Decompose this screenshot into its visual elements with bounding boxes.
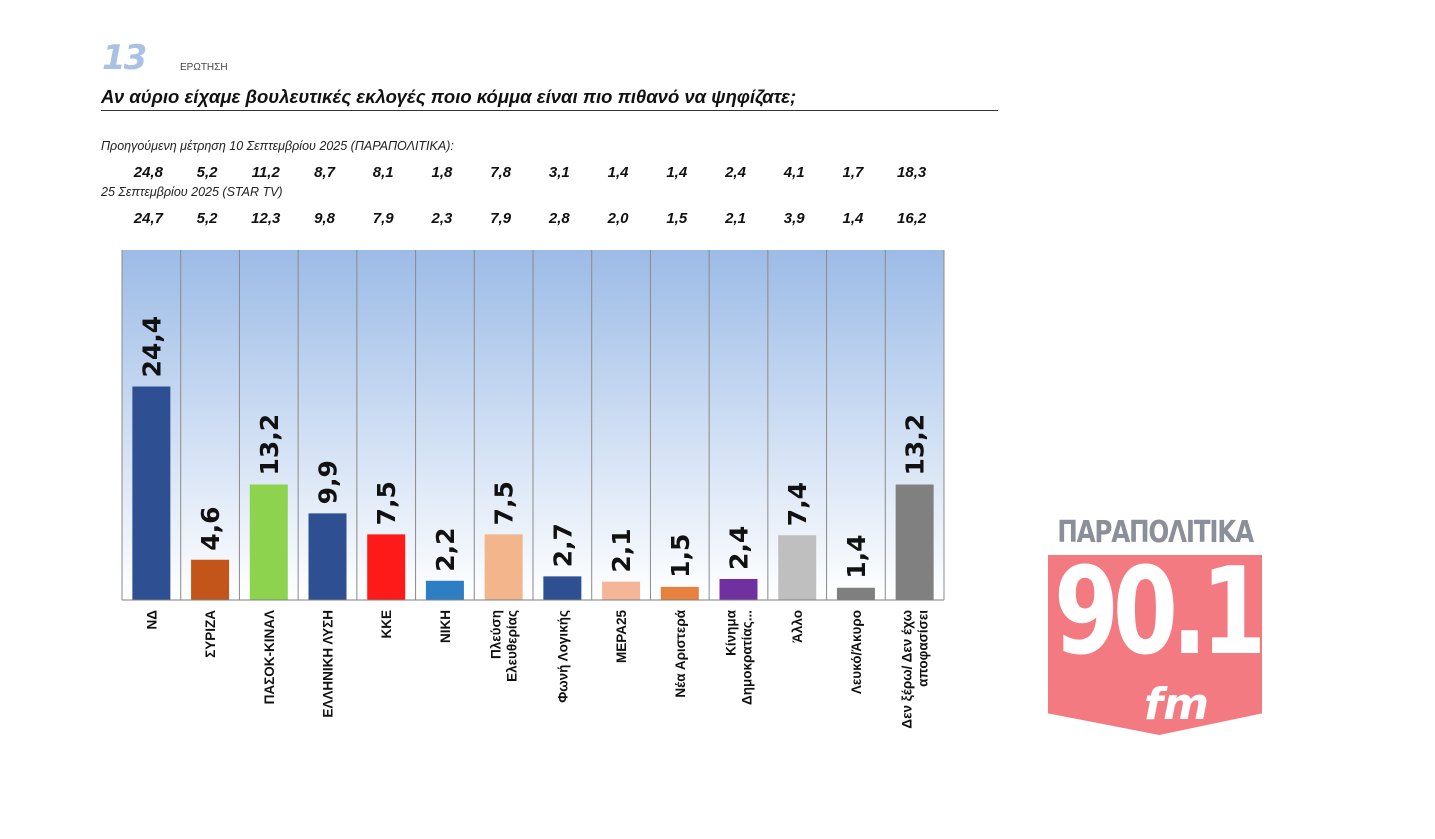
category-label-line: Πλεύση	[489, 610, 504, 659]
category-label: ΝΔ	[144, 610, 159, 630]
bar	[660, 586, 699, 600]
category-label-line: ΠΑΣΟΚ-ΚΙΝΑΛ	[262, 610, 277, 704]
previous-survey-2-value: 2,1	[724, 210, 746, 227]
previous-survey-1-value: 24,8	[133, 164, 164, 181]
title-divider	[101, 110, 998, 111]
previous-survey-1-value: 1,8	[431, 164, 453, 181]
data-label: 7,4	[783, 482, 812, 526]
question-number: 13	[102, 38, 147, 78]
data-label: 13,2	[255, 414, 284, 476]
radio-station-logo: ΠΑΡΑΠΟΛΙΤΙΚΑ 90.1 fm	[1046, 515, 1266, 755]
category-label-line: ΚΚΕ	[379, 610, 394, 639]
previous-survey-1-value: 1,4	[666, 164, 688, 181]
bar	[895, 484, 934, 600]
category-label-line: Κίνημα	[724, 609, 739, 656]
previous-survey-2-label: 25 Σεπτεμβρίου 2025 (STAR TV)	[101, 185, 283, 199]
bar	[425, 580, 464, 600]
bar-chart: 24,8 5,2 11,2 8,7 8,1 1,8 7,8 3,1 1,4 1,4 2,4 4,1 1,…	[121, 164, 945, 729]
bar	[543, 576, 582, 600]
previous-survey-1-value: 4,1	[783, 164, 805, 181]
category-label-line: Φωνή Λογικής	[555, 610, 570, 703]
bar	[308, 513, 347, 600]
category-label-line: ΣΥΡΙΖΑ	[203, 610, 218, 658]
category-label-line: ΝΙΚΗ	[438, 610, 453, 643]
previous-survey-2-value: 2,3	[430, 210, 453, 227]
bar	[778, 535, 817, 600]
bar	[836, 587, 875, 600]
category-label-line: Νέα Αριστερά	[673, 609, 688, 697]
previous-survey-2-value: 2,8	[548, 210, 571, 227]
data-label: 1,4	[842, 534, 871, 578]
category-label: ΕΛΛΗΝΙΚΗ ΛΥΣΗ	[321, 610, 336, 718]
previous-survey-1-value: 8,1	[373, 164, 394, 181]
previous-survey-1-value: 3,1	[549, 164, 570, 181]
data-label: 2,2	[431, 527, 460, 571]
category-label-line: Λευκό/Άκυρο	[849, 610, 864, 694]
previous-survey-1-value: 5,2	[197, 164, 219, 181]
previous-survey-1-value: 1,4	[608, 164, 630, 181]
previous-survey-2-value: 1,4	[842, 210, 864, 227]
previous-survey-1-value: 8,7	[314, 164, 336, 181]
bar	[719, 579, 758, 600]
logo-fm: fm	[1144, 679, 1209, 730]
category-label: Νέα Αριστερά	[673, 609, 688, 697]
category-label-line: ΕΛΛΗΝΙΚΗ ΛΥΣΗ	[321, 610, 336, 718]
data-label: 2,7	[548, 523, 577, 567]
category-label-line: ΝΔ	[144, 610, 159, 630]
category-label-line: Ελευθερίας	[505, 610, 520, 682]
data-label: 1,5	[666, 534, 695, 578]
data-label: 2,1	[607, 528, 636, 572]
previous-survey-2-value: 7,9	[373, 210, 395, 227]
bar	[484, 534, 523, 600]
category-label: Φωνή Λογικής	[555, 610, 570, 703]
category-label-line: Άλλο	[790, 610, 805, 643]
category-label: Κίνημα Δημοκρατίας...	[724, 609, 755, 705]
category-label-line: αποφασίσει	[916, 610, 931, 687]
data-label: 2,4	[725, 526, 754, 570]
previous-survey-2-value: 12,3	[251, 210, 281, 227]
previous-survey-2-value: 1,5	[666, 210, 688, 227]
category-label: Πλεύση Ελευθερίας	[489, 610, 520, 682]
bar	[367, 534, 406, 600]
category-label: ΜΕΡΑ25	[614, 610, 629, 664]
previous-survey-2-value: 16,2	[897, 210, 927, 227]
bar	[132, 386, 171, 600]
category-label: ΣΥΡΙΖΑ	[203, 610, 218, 658]
logo-brand-text: ΠΑΡΑΠΟΛΙΤΙΚΑ	[1057, 515, 1254, 550]
data-label: 4,6	[196, 506, 225, 550]
previous-survey-2-value: 9,8	[314, 210, 336, 227]
bar	[191, 559, 230, 600]
previous-survey-1-value: 1,7	[842, 164, 864, 181]
category-label: Λευκό/Άκυρο	[849, 610, 864, 694]
data-label: 9,9	[314, 460, 343, 504]
category-label-line: ΜΕΡΑ25	[614, 610, 629, 664]
data-label: 7,5	[490, 481, 519, 525]
category-label-line: Δεν ξέρω/ Δεν έχω	[900, 610, 915, 729]
previous-survey-1-value: 7,8	[490, 164, 512, 181]
data-label: 13,2	[901, 414, 930, 476]
data-label: 24,4	[137, 316, 166, 378]
category-label: ΝΙΚΗ	[438, 610, 453, 643]
previous-survey-1-value: 11,2	[252, 164, 281, 181]
question-label: ΕΡΩΤΗΣΗ	[180, 62, 228, 73]
bar	[249, 484, 288, 600]
previous-survey-2-value: 24,7	[133, 210, 164, 227]
category-label: Δεν ξέρω/ Δεν έχω αποφασίσει	[900, 610, 931, 729]
previous-survey-2-value: 2,0	[607, 210, 630, 227]
category-label-line: Δημοκρατίας...	[740, 610, 755, 705]
category-label: ΚΚΕ	[379, 610, 394, 639]
previous-survey-2-value: 7,9	[490, 210, 512, 227]
data-label: 7,5	[372, 481, 401, 525]
category-label: Άλλο	[790, 610, 805, 643]
previous-survey-1-value: 2,4	[724, 164, 747, 181]
category-label: ΠΑΣΟΚ-ΚΙΝΑΛ	[262, 610, 277, 704]
logo-badge	[1048, 555, 1262, 735]
previous-survey-2-value: 3,9	[784, 210, 806, 227]
bar	[602, 581, 641, 600]
question-title: Αν αύριο είχαμε βουλευτικές εκλογές ποιο…	[101, 86, 797, 107]
previous-survey-1-label: Προηγούμενη μέτρηση 10 Σεπτεμβρίου 2025 …	[101, 139, 454, 153]
previous-survey-2-value: 5,2	[197, 210, 219, 227]
previous-survey-1-value: 18,3	[897, 164, 927, 181]
logo-frequency: 90.1	[1054, 543, 1266, 682]
